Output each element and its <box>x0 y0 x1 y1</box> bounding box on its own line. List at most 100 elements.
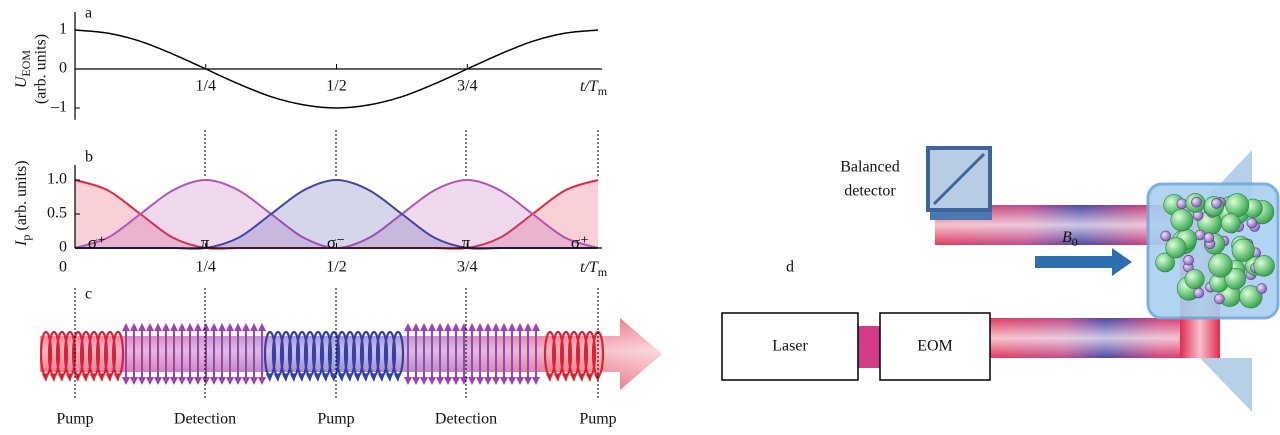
laser-label: Laser <box>772 338 808 355</box>
field-subscript: 0 <box>1072 235 1078 249</box>
x-tick-label: 1/4 <box>196 259 216 276</box>
x-axis-label: t/Tm <box>580 259 608 279</box>
coil-head <box>66 373 73 382</box>
beam <box>858 326 880 368</box>
detector-label: detector <box>844 183 896 200</box>
coil-head <box>114 373 121 382</box>
panel-label: b <box>85 149 93 166</box>
x-tick-label: 1/2 <box>326 259 346 276</box>
atom-small <box>1194 288 1204 298</box>
stage-label: Pump <box>56 411 93 428</box>
y-tick-label: 0.5 <box>47 205 67 222</box>
coil-head <box>290 373 297 382</box>
y-tick-label: 1 <box>59 21 67 38</box>
stage-label: Pump <box>317 411 354 428</box>
coil-head <box>50 373 57 382</box>
coil-head <box>546 373 553 382</box>
atom-large <box>1226 194 1249 217</box>
coil-head <box>274 373 281 382</box>
atom-small <box>1215 294 1225 304</box>
atom-large <box>1171 209 1193 231</box>
atom-large <box>1185 269 1204 288</box>
atom-large <box>1232 239 1255 262</box>
polarization-label: σ⁺ <box>88 233 106 252</box>
stage-label: Pump <box>579 411 616 428</box>
coil-head <box>266 373 273 382</box>
coil-head <box>90 373 97 382</box>
coil-head <box>346 373 353 382</box>
x-tick-label: 1/2 <box>326 78 346 95</box>
atom-large <box>1254 255 1275 276</box>
y-tick-label: –1 <box>50 99 67 116</box>
coil-head <box>314 373 321 382</box>
coil-head <box>338 373 345 382</box>
y-axis-label: UEOM <box>13 50 33 89</box>
figure: c d Laser EOM Balanced detector B0 –1011… <box>0 0 1280 435</box>
polarization-label: σ⁻ <box>327 233 345 252</box>
y-tick-label: 0 <box>59 60 67 77</box>
polarization-label: π <box>462 233 471 252</box>
coil-head <box>42 373 49 382</box>
coil-head <box>562 373 569 382</box>
coil-head <box>570 373 577 382</box>
atom-large <box>1209 253 1233 277</box>
y-label-subscript: EOM <box>19 50 33 77</box>
field-arrow <box>1035 248 1132 276</box>
stage-label: Detection <box>174 411 236 428</box>
coil-head <box>298 373 305 382</box>
coil-head <box>370 373 377 382</box>
coil-head <box>306 373 313 382</box>
coil-head <box>282 373 289 382</box>
coil-head <box>82 373 89 382</box>
coil-head <box>362 373 369 382</box>
panel-label: a <box>85 5 92 22</box>
mirror <box>1200 358 1252 412</box>
x-tick-label: 3/4 <box>457 259 477 276</box>
coil-head <box>554 373 561 382</box>
atom-large <box>1166 238 1186 258</box>
coil-head <box>578 373 585 382</box>
atom-small <box>1184 255 1194 265</box>
x-label-text: t/T <box>580 259 599 276</box>
coil-head <box>98 373 105 382</box>
panel-label: c <box>85 286 92 303</box>
y-label-subscript: p <box>19 235 33 241</box>
x-label-text: t/T <box>580 78 599 95</box>
atom-small <box>1177 199 1187 209</box>
x-label-subscript: m <box>598 84 608 98</box>
coil-head <box>386 373 393 382</box>
x-label-subscript: m <box>598 265 608 279</box>
polarization-label: σ⁺ <box>571 233 589 252</box>
stage-label: Detection <box>435 411 497 428</box>
coil-head <box>106 373 113 382</box>
panel-label: d <box>786 259 794 276</box>
setup <box>722 148 1278 412</box>
y-axis-units: (arb. units) <box>33 34 50 104</box>
y-axis-label: Ip(arb. units) <box>13 160 33 247</box>
x-axis-label: t/Tm <box>580 78 608 98</box>
coil-head <box>58 373 65 382</box>
detector-label: Balanced <box>840 159 900 176</box>
x-tick-label: 3/4 <box>457 78 477 95</box>
atom-small <box>1204 233 1214 243</box>
coil-head <box>322 373 329 382</box>
atom-small <box>1211 199 1221 209</box>
field-symbol: B <box>1062 229 1072 246</box>
atom-small <box>1257 284 1267 294</box>
atom-small <box>1247 218 1257 228</box>
atom-small <box>1191 197 1201 207</box>
polarization-label: π <box>201 233 210 252</box>
x-tick-label: 1/4 <box>196 78 216 95</box>
coil-head <box>586 373 593 382</box>
y-tick-label: 1.0 <box>47 171 67 188</box>
x-tick-label: 0 <box>59 259 67 276</box>
beam-glow <box>990 318 1200 358</box>
y-label-units: (arb. units) <box>13 160 30 230</box>
atom-small <box>1161 231 1171 241</box>
atom-large <box>1221 214 1240 233</box>
y-tick-label: 0 <box>59 239 67 256</box>
coil-head <box>378 373 385 382</box>
coil-head <box>354 373 361 382</box>
eom-label: EOM <box>917 338 953 355</box>
coil-head <box>394 373 401 382</box>
